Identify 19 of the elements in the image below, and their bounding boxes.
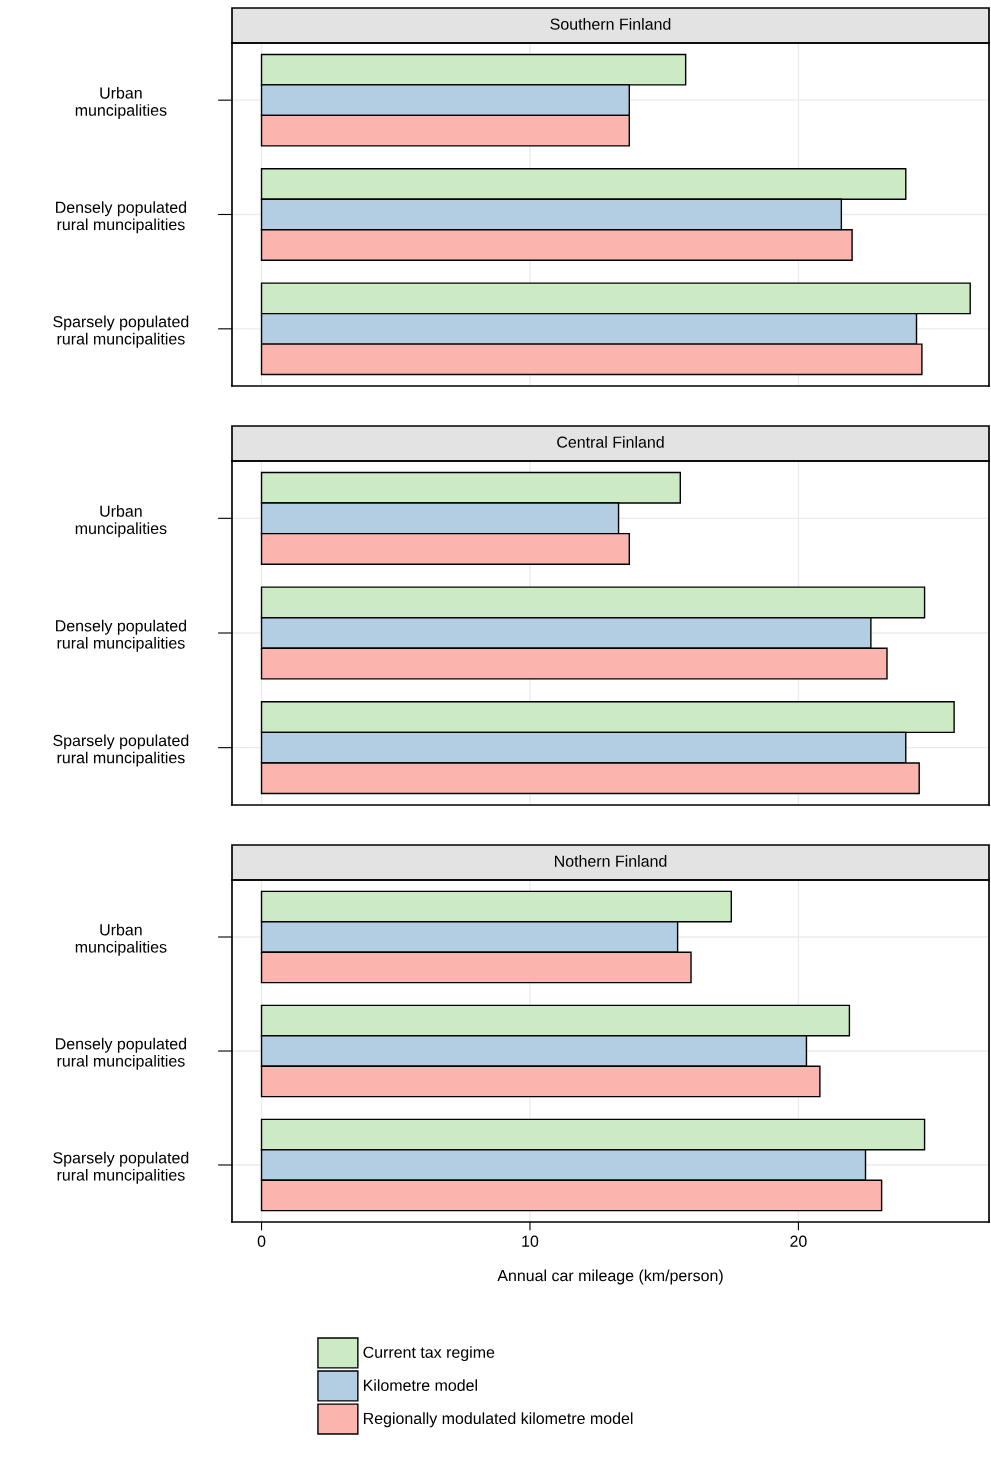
y-tick-label: Urban muncipalities (75, 86, 167, 120)
x-tick-label: 20 (790, 1235, 807, 1247)
y-tick-label: Densely populated rural muncipalities (56, 619, 187, 652)
y-tick-label: Urban muncipalities (75, 923, 167, 956)
y-tick-label: Densely populated rural muncipalities (56, 1037, 187, 1070)
chart-title: Nothern Finland (554, 855, 667, 867)
legend-label: Regionally modulated kilometre model (363, 1412, 633, 1428)
legend-label: Kilometre model (363, 1379, 477, 1392)
y-tick-label: Sparsely populated rural muncipalities (53, 315, 189, 348)
y-tick-label: Urban muncipalities (75, 505, 167, 538)
y-tick-label: Densely populated rural muncipalities (56, 201, 187, 234)
chart-title: Central Finland (557, 436, 664, 448)
x-tick-label: 0 (257, 1235, 266, 1247)
x-axis-title: Annual car mileage (km/person) (497, 1269, 723, 1285)
x-tick-label: 10 (522, 1235, 539, 1247)
y-tick-label: Sparsely populated rural muncipalities (53, 734, 189, 767)
y-tick-label: Sparsely populated rural muncipalities (53, 1151, 189, 1184)
chart-title: Southern Finland (550, 18, 671, 30)
legend-label: Current tax regime (363, 1346, 495, 1362)
